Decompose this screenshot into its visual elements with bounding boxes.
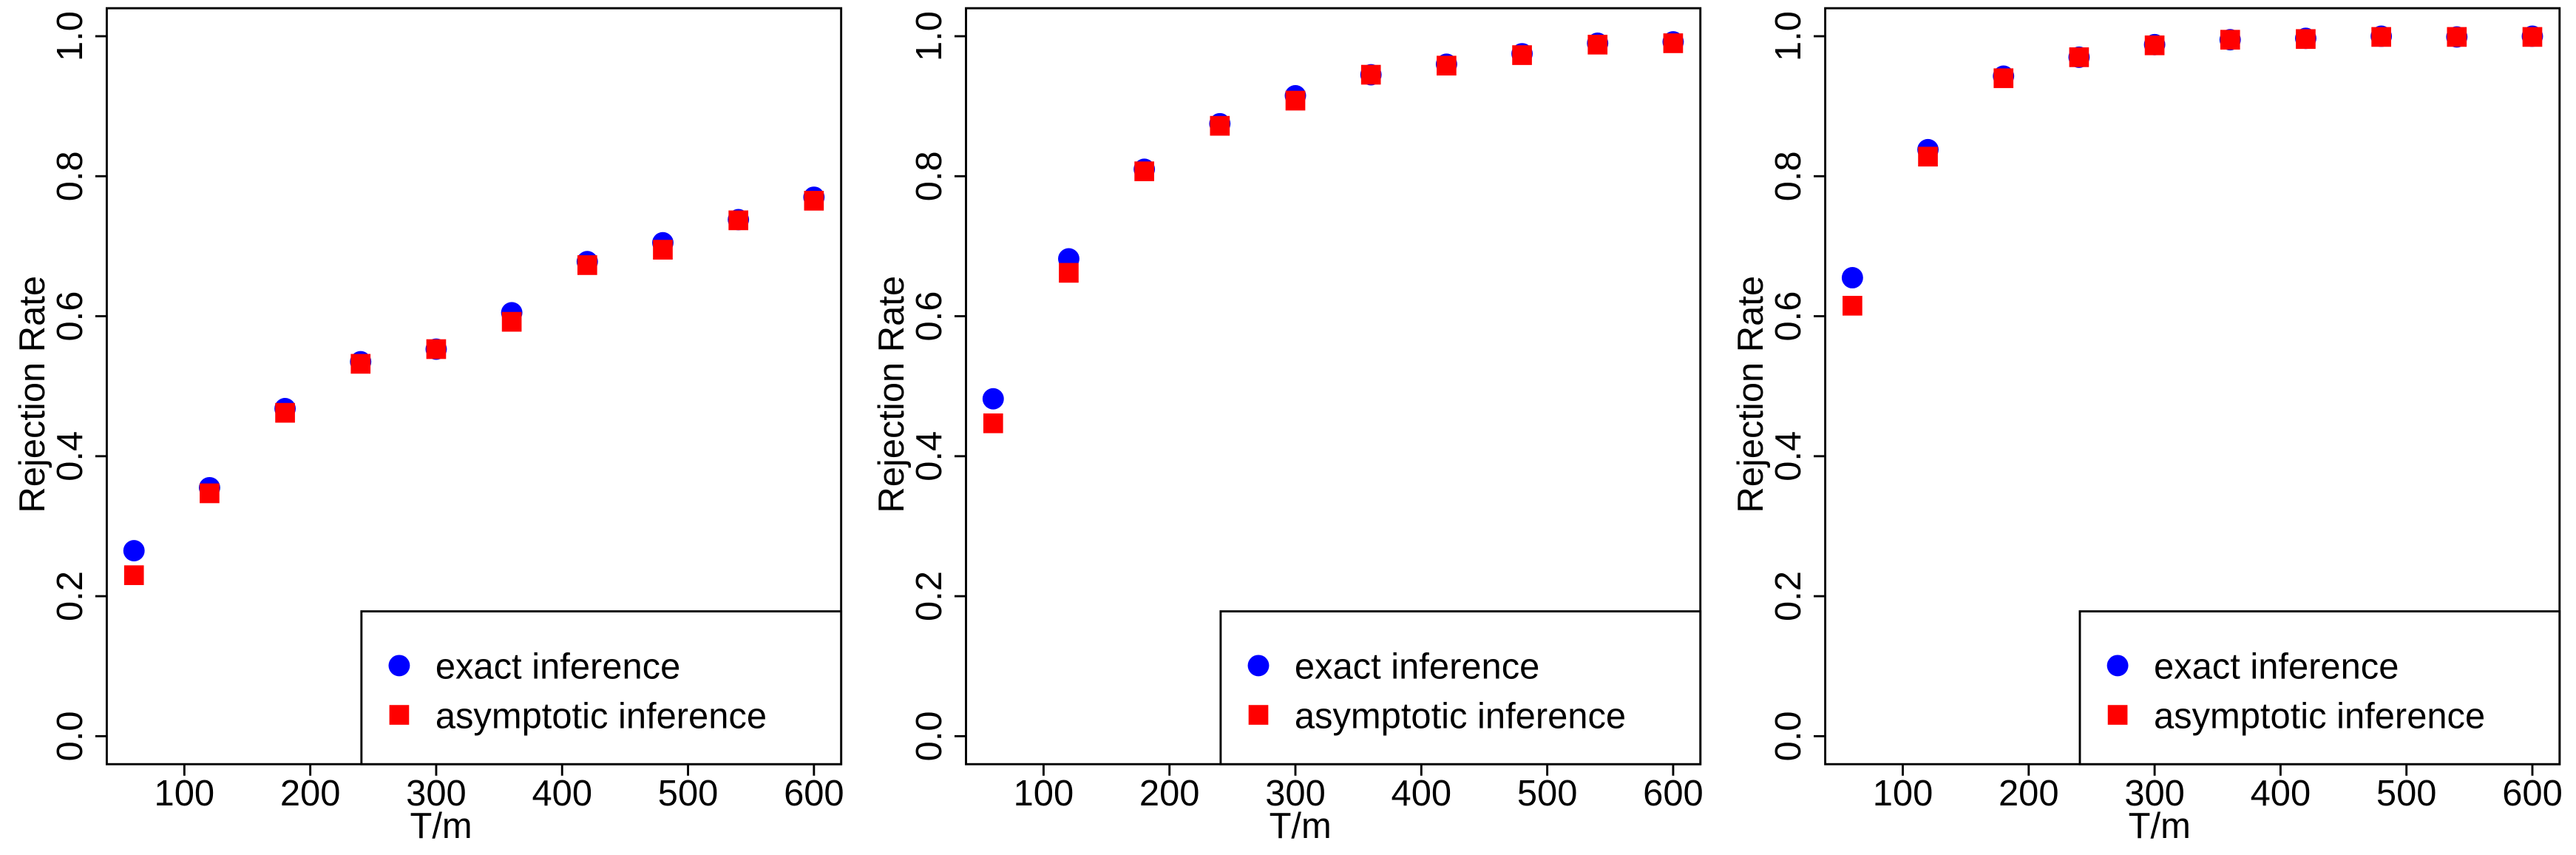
x-tick-label: 600 [2502, 774, 2563, 814]
point [983, 413, 1003, 433]
point [123, 540, 145, 562]
point [1993, 68, 2014, 89]
legend-box [1219, 610, 1702, 766]
y-tick-label: 0.4 [1769, 431, 1809, 481]
y-tick-label: 0.6 [50, 291, 90, 342]
point [1918, 146, 1938, 167]
legend-marker [1248, 705, 1269, 725]
point [728, 210, 748, 231]
x-axis-label: T/m [410, 806, 472, 846]
point [2522, 27, 2543, 47]
point [653, 240, 673, 260]
point [200, 483, 220, 504]
y-tick-label: 0.2 [50, 571, 90, 621]
point [2220, 30, 2240, 50]
legend-label: asymptotic inference [1295, 696, 1626, 736]
point [1134, 161, 1154, 181]
y-tick-label: 0.0 [50, 711, 90, 761]
point [577, 255, 597, 275]
point [1841, 267, 1863, 288]
point [2371, 27, 2391, 47]
legend-marker [2107, 705, 2128, 725]
x-tick-label: 200 [280, 774, 341, 814]
y-tick-label: 1.0 [909, 11, 949, 61]
point [1210, 115, 1230, 136]
point [1285, 90, 1306, 111]
y-tick-label: 0.6 [1769, 291, 1809, 342]
point [2296, 29, 2316, 50]
y-axis-label: Rejection Rate [1731, 276, 1771, 513]
y-tick-label: 1.0 [1769, 11, 1809, 61]
x-tick-label: 300 [406, 774, 467, 814]
point [350, 354, 371, 374]
legend-marker [389, 705, 410, 725]
legend-marker [388, 655, 410, 677]
point [1663, 33, 1684, 53]
x-tick-label: 500 [1517, 774, 1578, 814]
x-tick-label: 600 [784, 774, 844, 814]
legend-marker [2106, 655, 2129, 677]
point [804, 191, 824, 211]
legend-label: exact inference [435, 647, 680, 687]
point [2447, 27, 2467, 47]
legend-label: exact inference [1295, 647, 1539, 687]
y-axis-label: Rejection Rate [13, 276, 52, 513]
point [2144, 35, 2165, 55]
point [1512, 45, 1532, 65]
y-tick-label: 0.0 [1769, 711, 1809, 761]
x-tick-label: 600 [1643, 774, 1704, 814]
legend-label: exact inference [2154, 647, 2399, 687]
x-tick-label: 400 [532, 774, 592, 814]
x-tick-label: 400 [1392, 774, 1452, 814]
legend-label: asymptotic inference [435, 696, 767, 736]
point [426, 339, 447, 359]
point [2069, 47, 2089, 67]
x-tick-label: 500 [2376, 774, 2437, 814]
x-tick-label: 400 [2251, 774, 2311, 814]
legend-label: asymptotic inference [2154, 696, 2485, 736]
y-tick-label: 0.8 [909, 151, 949, 201]
x-tick-label: 100 [1014, 774, 1074, 814]
point [123, 565, 144, 586]
y-tick-label: 0.4 [50, 431, 90, 481]
x-axis-label: T/m [2129, 806, 2191, 846]
point [1059, 263, 1079, 283]
x-tick-label: 300 [2124, 774, 2185, 814]
y-tick-label: 1.0 [50, 11, 90, 61]
y-tick-label: 0.2 [1769, 571, 1809, 621]
y-tick-label: 0.2 [909, 571, 949, 621]
point [275, 402, 295, 423]
point [1587, 35, 1608, 55]
point [501, 311, 522, 332]
x-axis-label: T/m [1270, 806, 1332, 846]
y-axis-label: Rejection Rate [872, 276, 912, 513]
point [1843, 296, 1862, 316]
point [982, 388, 1004, 410]
x-tick-label: 300 [1265, 774, 1326, 814]
legend-box [360, 610, 843, 766]
x-tick-label: 100 [155, 774, 215, 814]
x-tick-label: 100 [1873, 774, 1933, 814]
point [1360, 64, 1381, 85]
y-tick-label: 0.6 [909, 291, 949, 342]
legend-marker [1247, 655, 1270, 677]
x-tick-label: 200 [1139, 774, 1200, 814]
y-tick-label: 0.8 [50, 151, 90, 201]
y-tick-label: 0.4 [909, 431, 949, 481]
x-tick-label: 500 [658, 774, 719, 814]
point [1437, 55, 1457, 76]
x-tick-label: 200 [1999, 774, 2059, 814]
y-tick-label: 0.8 [1769, 151, 1809, 201]
y-tick-label: 0.0 [909, 711, 949, 761]
legend-box [2078, 610, 2561, 766]
